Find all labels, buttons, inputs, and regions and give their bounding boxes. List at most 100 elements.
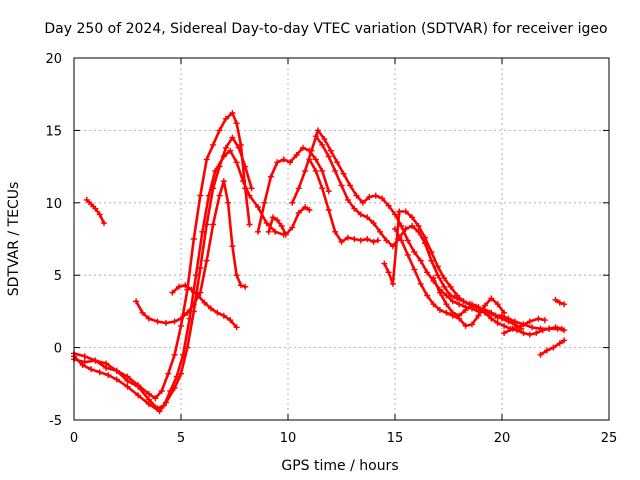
data-point-marker (488, 315, 495, 322)
data-point-marker (383, 237, 390, 244)
y-axis: -5 0 5 10 15 20 (45, 52, 609, 429)
data-point-marker (533, 330, 540, 337)
data-point-marker (188, 286, 195, 293)
data-point-marker (263, 220, 270, 227)
data-point-marker (216, 127, 223, 134)
data-point-marker (327, 147, 334, 154)
data-point-marker (195, 292, 202, 299)
data-point-marker (233, 159, 240, 166)
data-point-marker (475, 304, 482, 311)
x-tick-label: 25 (601, 431, 618, 446)
data-point-marker (456, 312, 463, 319)
data-point-marker (424, 269, 431, 276)
data-point-marker (293, 152, 300, 158)
data-point-marker (334, 159, 341, 166)
data-point-marker (374, 237, 381, 244)
data-point-marker (246, 221, 253, 228)
data-point-marker (462, 307, 469, 313)
data-point-marker (492, 312, 499, 319)
data-point-marker (210, 141, 217, 148)
data-point-marker (319, 167, 326, 174)
data-point-marker (208, 305, 214, 312)
data-point-marker (428, 249, 435, 255)
data-point-marker (190, 301, 197, 308)
data-point-marker (422, 234, 428, 241)
data-point-marker (347, 182, 354, 189)
x-tick-label: 0 (70, 431, 78, 446)
data-point-marker (494, 301, 501, 308)
data-point-marker (351, 236, 358, 242)
data-point-marker (402, 225, 409, 232)
data-point-marker (105, 372, 112, 379)
data-point-marker (255, 204, 261, 211)
y-tick-label: -5 (49, 414, 62, 429)
data-point-marker (280, 156, 287, 163)
data-point-marker (265, 228, 272, 235)
y-tick-label: 20 (45, 52, 62, 67)
data-point-marker (156, 408, 163, 415)
data-point-marker (417, 280, 424, 287)
data-point-marker (561, 301, 568, 308)
data-point-marker (182, 282, 189, 289)
series-trace (256, 146, 330, 234)
data-point-marker (165, 370, 172, 377)
data-point-marker (552, 296, 559, 303)
series-arc-16 (537, 337, 568, 358)
data-point-marker (246, 192, 253, 199)
data-point-marker (154, 318, 161, 325)
data-point-marker (340, 170, 347, 177)
data-point-marker (511, 318, 518, 325)
data-point-marker (325, 188, 332, 195)
data-point-marker (460, 298, 467, 305)
data-point-marker (295, 185, 302, 192)
data-point-marker (501, 330, 508, 337)
data-point-marker (364, 236, 371, 242)
data-point-marker (222, 144, 229, 151)
series-arc-6 (169, 282, 240, 331)
x-tick-label: 10 (280, 431, 297, 446)
data-point-marker (255, 228, 261, 235)
data-point-marker (210, 185, 217, 192)
series-arc-11 (306, 156, 381, 245)
data-point-marker (274, 159, 281, 166)
data-point-marker (481, 309, 488, 316)
data-point-marker (184, 309, 191, 316)
series-arc-17 (552, 296, 568, 308)
data-point-marker (370, 220, 377, 227)
data-point-marker (282, 231, 289, 238)
data-point-marker (501, 322, 508, 329)
data-point-marker (92, 205, 99, 212)
data-point-marker (526, 331, 533, 338)
data-point-marker (158, 388, 165, 394)
data-point-marker (308, 147, 315, 154)
data-point-marker (113, 367, 120, 374)
data-point-marker (216, 163, 223, 170)
data-point-marker (145, 315, 152, 322)
x-tick-label: 20 (494, 431, 511, 446)
chart-title: Day 250 of 2024, Sidereal Day-to-day VTE… (44, 21, 607, 37)
data-point-marker (152, 395, 159, 402)
data-point-marker (214, 309, 221, 316)
data-point-marker (227, 317, 234, 324)
y-tick-label: 5 (54, 269, 62, 284)
data-point-marker (302, 167, 309, 174)
data-point-marker (447, 292, 454, 299)
data-point-marker (171, 318, 178, 325)
series-arc-2 (71, 147, 287, 412)
data-point-marker (197, 192, 204, 199)
data-point-marker (229, 134, 236, 141)
data-point-marker (289, 224, 296, 231)
data-point-marker (332, 228, 339, 235)
series-arc-8 (265, 204, 313, 238)
data-point-marker (469, 321, 475, 328)
data-point-marker (546, 325, 553, 332)
data-point-marker (79, 362, 86, 368)
data-point-marker (319, 185, 326, 192)
y-axis-label: SDTVAR / TECUs (6, 182, 22, 297)
data-point-marker (385, 202, 392, 209)
data-point-marker (392, 225, 398, 232)
data-point-marker (169, 289, 176, 296)
series-trace (72, 136, 253, 413)
data-point-marker (415, 223, 422, 229)
